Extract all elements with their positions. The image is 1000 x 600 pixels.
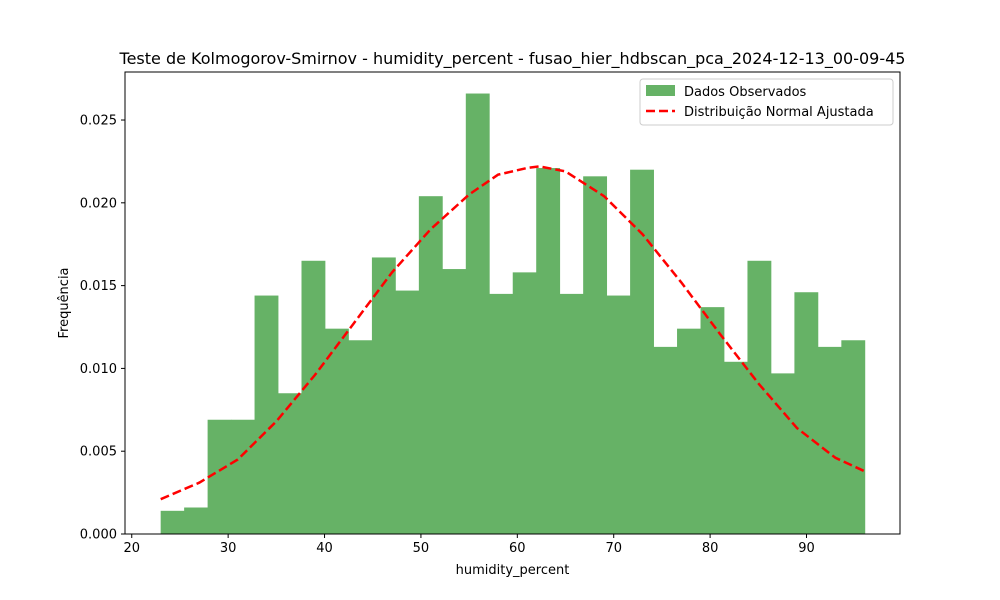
normal-fit-line (160, 165, 865, 501)
histogram-bar (817, 346, 842, 534)
x-tick-label: 60 (509, 541, 526, 556)
histogram-bar (465, 93, 490, 534)
x-tick-label: 70 (605, 541, 622, 556)
y-tick-label: 0.020 (80, 196, 117, 211)
histogram-bar (559, 293, 584, 534)
histogram-bar (583, 176, 608, 535)
histogram-bar (301, 260, 326, 534)
x-tick-label: 40 (316, 541, 333, 556)
histogram-bar (324, 328, 349, 534)
histogram-bar (630, 169, 654, 535)
y-axis: 0.000 0.005 0.010 0.015 0.020 0.025 (80, 114, 125, 543)
histogram-bar (512, 272, 537, 534)
histogram-bar (395, 290, 420, 534)
histogram-bar (700, 307, 725, 534)
histogram-bar (160, 510, 185, 534)
histogram-bar (677, 328, 701, 534)
histogram-bar (418, 196, 443, 534)
x-axis: 20 30 40 50 60 70 80 90 (123, 534, 815, 556)
y-tick-label: 0.000 (80, 528, 117, 543)
histogram-bar (207, 419, 232, 534)
y-tick-label: 0.005 (80, 445, 117, 460)
histogram-bar (442, 269, 467, 534)
legend: Dados Observados Distribuição Normal Aju… (639, 78, 894, 126)
histogram-bar (606, 295, 631, 534)
histogram-bar (278, 393, 302, 534)
chart-title: Teste de Kolmogorov-Smirnov - humidity_p… (119, 49, 906, 69)
x-tick-label: 20 (123, 541, 140, 556)
x-axis-label: humidity_percent (456, 563, 570, 578)
histogram-bar (536, 168, 561, 534)
legend-box (639, 78, 894, 126)
y-tick-label: 0.025 (80, 114, 117, 129)
plot-frame (124, 71, 901, 535)
histogram-bar (489, 293, 514, 534)
x-tick-label: 30 (220, 541, 237, 556)
y-tick-label: 0.010 (80, 362, 117, 377)
y-tick-label: 0.015 (80, 279, 117, 294)
histogram-bar (653, 346, 678, 534)
histogram-bar (723, 361, 748, 534)
y-axis-label: Frequência (57, 267, 72, 338)
histogram-bar (254, 295, 279, 534)
x-tick-label: 80 (702, 541, 719, 556)
legend-swatch-observed (646, 85, 675, 96)
histogram-bar (770, 373, 795, 534)
histogram-bar (747, 260, 772, 534)
histogram-bar (841, 340, 866, 534)
histogram-bar (231, 419, 255, 534)
histogram-bar (348, 340, 373, 534)
histogram-bar (184, 507, 209, 534)
x-tick-label: 90 (798, 541, 815, 556)
histogram-bar (794, 292, 819, 534)
x-tick-label: 50 (413, 541, 430, 556)
histogram-bars (160, 93, 866, 535)
legend-label-normal: Distribuição Normal Ajustada (684, 105, 874, 120)
legend-label-observed: Dados Observados (684, 85, 807, 100)
histogram-bar (371, 257, 396, 534)
